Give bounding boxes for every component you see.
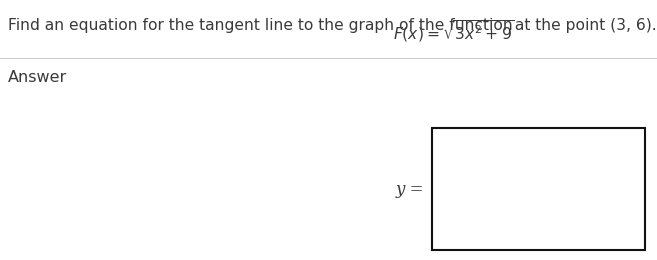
Text: Find an equation for the tangent line to the graph of the function: Find an equation for the tangent line to…: [8, 18, 518, 33]
Text: $F(x) = \sqrt{3x^2 + 9}$: $F(x) = \sqrt{3x^2 + 9}$: [393, 18, 515, 44]
Text: Answer: Answer: [8, 70, 67, 85]
Text: y =: y =: [396, 180, 424, 198]
Text: at the point (3, 6).: at the point (3, 6).: [510, 18, 656, 33]
Bar: [432, 128, 645, 250]
